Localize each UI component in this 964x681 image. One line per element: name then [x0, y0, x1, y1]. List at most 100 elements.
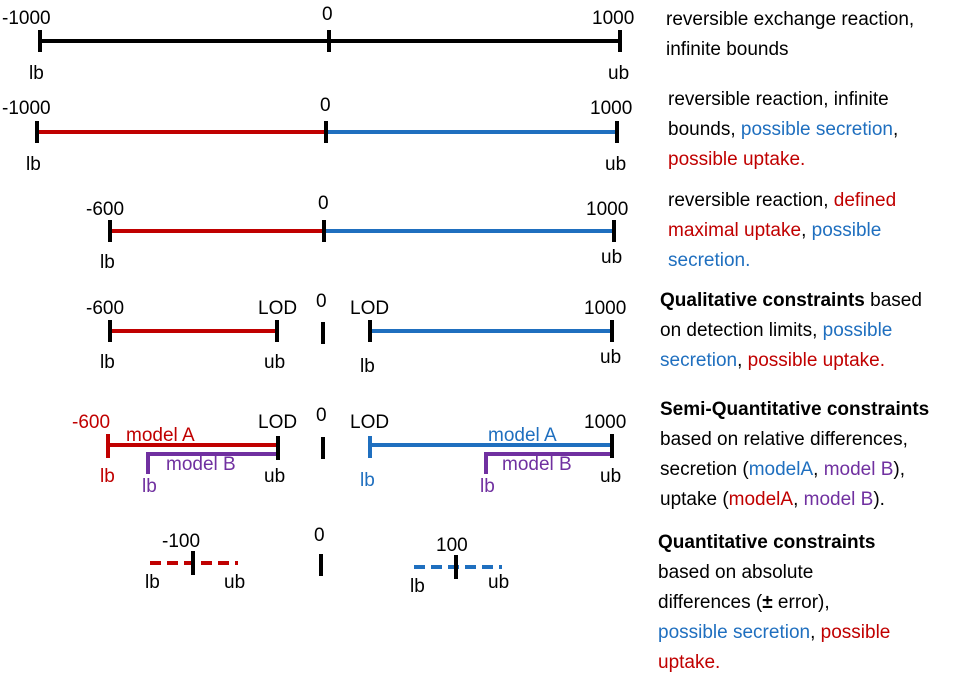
description-segment: modelA	[728, 489, 794, 510]
description-line: bounds, possible secretion,	[668, 115, 898, 145]
description-line: uptake (modelA, model B).	[660, 485, 929, 515]
description-segment: maximal uptake	[668, 220, 802, 241]
description-segment: reversible exchange reaction,	[666, 9, 915, 30]
row-4-right-value: 1000	[584, 298, 626, 319]
row-5-description: Semi-Quantitative constraints based on re…	[660, 395, 929, 515]
row-4-lod-right: LOD	[350, 298, 389, 319]
row-4-left-value: -600	[86, 298, 124, 319]
row-4-ub-right: ub	[600, 347, 621, 368]
description-line: maximal uptake, possible	[668, 216, 896, 246]
row-5-number-line: -600 LOD 0 LOD 1000 model A model B mode…	[72, 405, 626, 497]
row-1-description: reversible exchange reaction, infinite bo…	[666, 5, 914, 65]
row-1-ub-label: ub	[608, 63, 629, 84]
description-segment: possible	[822, 320, 893, 341]
row-2-zero-label: 0	[320, 95, 331, 116]
row-6-description: Quantitative constraints based on absolut…	[658, 528, 890, 678]
row-6-right-value: 100	[436, 535, 468, 556]
description-line: secretion (modelA, model B),	[660, 455, 929, 485]
row-2-description: reversible reaction, infinite bounds, pos…	[668, 85, 898, 175]
description-segment: possible uptake.	[668, 149, 806, 170]
row-5-right-value: 1000	[584, 412, 626, 433]
row-4-lod-left: LOD	[258, 298, 297, 319]
description-segment: Qualitative constraints	[660, 290, 865, 311]
description-segment: ),	[893, 459, 905, 480]
description-segment: possible	[811, 220, 882, 241]
description-line: Qualitative constraints based	[660, 286, 922, 316]
description-line: based on absolute	[658, 558, 890, 588]
description-line: infinite bounds	[666, 35, 914, 65]
row-2-right-value: 1000	[590, 98, 632, 119]
description-segment: ,	[737, 350, 748, 371]
description-line: reversible exchange reaction,	[666, 5, 914, 35]
row-6-left-value: -100	[162, 531, 200, 552]
description-segment: secretion.	[668, 250, 751, 271]
row-6-number-line: -100 0 100 lb ub lb ub	[145, 525, 509, 597]
description-segment: ).	[873, 489, 885, 510]
description-segment: Quantitative constraints	[658, 532, 876, 553]
row-4-description: Qualitative constraints based on detectio…	[660, 286, 922, 376]
description-segment: differences (	[658, 592, 763, 613]
description-segment: secretion (	[660, 459, 749, 480]
row-2-number-line: -1000 0 1000 lb ub	[2, 95, 632, 175]
row-5-lod-right: LOD	[350, 412, 389, 433]
description-segment: Semi-Quantitative constraints	[660, 399, 930, 420]
row-3-left-value: -600	[86, 199, 124, 220]
row-2-left-value: -1000	[2, 98, 51, 119]
description-line: possible uptake.	[668, 145, 898, 175]
row-5-lod-left: LOD	[258, 412, 297, 433]
description-line: based on relative differences,	[660, 425, 929, 455]
row-2-lb-label: lb	[26, 154, 41, 175]
description-segment: model B	[803, 489, 874, 510]
description-segment: based on absolute	[658, 562, 814, 583]
row-4-number-line: -600 LOD 0 LOD 1000 lb ub lb ub	[86, 291, 626, 377]
row-4-lb-right: lb	[360, 356, 375, 377]
description-segment: based	[864, 290, 922, 311]
row-5-model-b-left: model B	[166, 454, 236, 475]
row-3-right-value: 1000	[586, 199, 628, 220]
description-segment: infinite bounds	[666, 39, 789, 60]
row-5-model-a-left: model A	[126, 425, 195, 446]
description-segment: uptake (	[660, 489, 729, 510]
description-line: reversible reaction, defined	[668, 186, 896, 216]
description-line: Semi-Quantitative constraints	[660, 395, 929, 425]
row-6-lb-right: lb	[410, 576, 425, 597]
description-segment: ±	[762, 592, 773, 613]
description-segment: based on relative differences,	[660, 429, 908, 450]
row-4-zero-label: 0	[316, 291, 327, 312]
description-segment: ,	[793, 489, 804, 510]
row-3-description: reversible reaction, defined maximal upta…	[668, 186, 896, 276]
description-line: differences (± error),	[658, 588, 890, 618]
row-5-model-a-right: model A	[488, 425, 557, 446]
description-segment: error),	[772, 592, 830, 613]
row-5-lb-blue: lb	[360, 470, 375, 491]
description-segment: modelA	[748, 459, 814, 480]
row-3-lb-label: lb	[100, 252, 115, 273]
row-6-ub-left: ub	[224, 572, 245, 593]
description-segment: possible	[820, 622, 891, 643]
row-5-lb-purple-right: lb	[480, 476, 495, 497]
row-5-left-value: -600	[72, 412, 110, 433]
description-segment: possible uptake.	[747, 350, 885, 371]
row-1-number-line: -1000 0 1000 lb ub	[2, 4, 634, 84]
description-line: Quantitative constraints	[658, 528, 890, 558]
row-5-ub-right: ub	[600, 466, 621, 487]
row-1-zero-label: 0	[322, 4, 333, 25]
row-5-model-b-right: model B	[502, 454, 572, 475]
row-4-lb-left: lb	[100, 352, 115, 373]
description-segment: possible secretion	[740, 119, 893, 140]
row-5-zero-label: 0	[316, 405, 327, 426]
description-segment: defined	[833, 190, 897, 211]
row-1-lb-label: lb	[29, 63, 44, 84]
description-segment: bounds,	[668, 119, 741, 140]
row-3-number-line: -600 0 1000 lb ub	[86, 193, 628, 273]
description-segment: possible secretion	[658, 622, 811, 643]
row-5-ub-left: ub	[264, 466, 285, 487]
row-6-lb-left: lb	[145, 572, 160, 593]
description-segment: on detection limits,	[660, 320, 823, 341]
description-segment: ,	[813, 459, 824, 480]
row-1-left-value: -1000	[2, 8, 51, 29]
row-3-ub-label: ub	[601, 247, 622, 268]
row-3-zero-label: 0	[318, 193, 329, 214]
